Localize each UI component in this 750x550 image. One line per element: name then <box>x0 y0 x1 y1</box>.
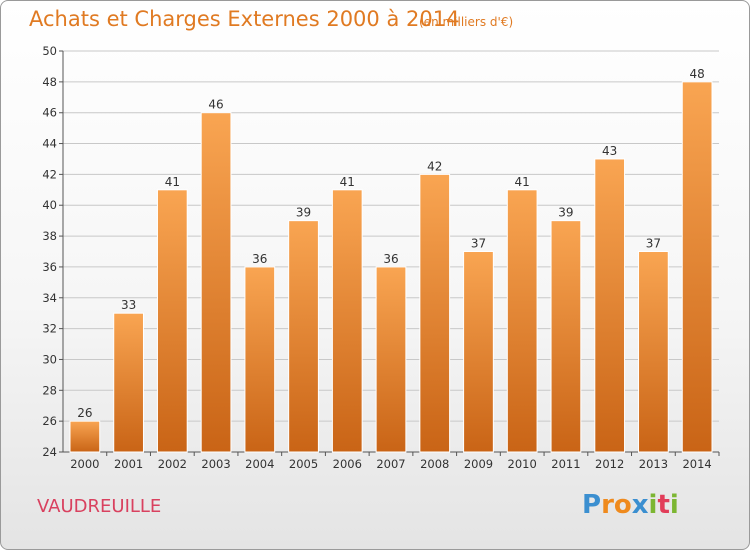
proxiti-logo: Proxiti <box>582 490 679 520</box>
x-tick-label-2013: 2013 <box>639 457 668 471</box>
x-tick-label-2011: 2011 <box>551 457 580 471</box>
y-tick-label: 42 <box>42 167 57 181</box>
x-tick-label-2006: 2006 <box>333 457 362 471</box>
y-tick-label: 28 <box>42 383 57 397</box>
bar-2014 <box>681 81 713 453</box>
y-tick-label: 30 <box>42 352 57 366</box>
data-label-2014: 48 <box>689 67 704 81</box>
data-label-2012: 43 <box>602 144 617 158</box>
bar-2007 <box>375 266 407 453</box>
data-label-2008: 42 <box>427 159 442 173</box>
bar-2003 <box>200 112 232 453</box>
x-tick-label-2000: 2000 <box>70 457 99 471</box>
data-label-2001: 33 <box>121 298 136 312</box>
y-tick-label: 26 <box>42 414 57 428</box>
bar-2011 <box>550 220 582 453</box>
logo-letter: i <box>669 490 679 520</box>
x-tick-label-2004: 2004 <box>245 457 274 471</box>
y-tick-label: 38 <box>42 229 57 243</box>
logo-letter: o <box>613 490 632 520</box>
x-tick-label-2003: 2003 <box>201 457 230 471</box>
y-tick-label: 50 <box>42 44 57 58</box>
x-tick-label-2008: 2008 <box>420 457 449 471</box>
logo-letter: x <box>631 490 649 520</box>
data-label-2000: 26 <box>77 406 92 420</box>
y-tick-label: 48 <box>42 75 57 89</box>
city-name: VAUDREUILLE <box>37 496 162 517</box>
data-label-2006: 41 <box>340 175 355 189</box>
bar-2008 <box>419 173 451 453</box>
logo-letter: t <box>657 490 670 520</box>
bar-2010 <box>506 189 538 453</box>
logo-letter: P <box>582 490 602 520</box>
y-tick-label: 44 <box>42 137 57 151</box>
chart-title: Achats et Charges Externes 2000 à 2014 <box>29 7 460 31</box>
x-tick-label-2009: 2009 <box>464 457 493 471</box>
bar-2004 <box>244 266 276 453</box>
bar-2006 <box>331 189 363 453</box>
data-label-2013: 37 <box>646 237 661 251</box>
x-tick-label-2014: 2014 <box>682 457 711 471</box>
bar-2005 <box>288 220 319 453</box>
y-tick-label: 24 <box>42 445 57 459</box>
x-tick-label-2005: 2005 <box>289 457 318 471</box>
data-label-2004: 36 <box>252 252 267 266</box>
data-label-2009: 37 <box>471 237 486 251</box>
bar-2001 <box>113 312 144 453</box>
data-label-2005: 39 <box>296 206 311 220</box>
bar-2012 <box>594 158 626 453</box>
y-tick-label: 40 <box>42 198 57 212</box>
y-tick-label: 46 <box>42 106 57 120</box>
y-tick-label: 36 <box>42 260 57 274</box>
bars <box>69 81 713 453</box>
bar-2000 <box>69 420 101 453</box>
data-label-2007: 36 <box>383 252 398 266</box>
x-tick-label-2001: 2001 <box>114 457 143 471</box>
data-label-2002: 41 <box>165 175 180 189</box>
logo-letter: r <box>601 490 614 520</box>
data-label-2011: 39 <box>558 206 573 220</box>
labels: 24 26 28 30 32 34 36 38 40 42 44 46 48 50 26 2000 33 2001… <box>42 44 711 471</box>
chart-subtitle: (en milliers d'€) <box>419 15 514 29</box>
data-label-2003: 46 <box>208 98 223 112</box>
data-label-2010: 41 <box>515 175 530 189</box>
x-tick-label-2012: 2012 <box>595 457 624 471</box>
x-tick-label-2007: 2007 <box>376 457 405 471</box>
logo-letter: i <box>648 490 658 520</box>
y-tick-label: 32 <box>42 322 57 336</box>
y-tick-label: 34 <box>42 291 57 305</box>
bar-2013 <box>638 251 669 453</box>
x-tick-label-2002: 2002 <box>158 457 187 471</box>
x-tick-label-2010: 2010 <box>508 457 537 471</box>
bar-2009 <box>463 251 494 453</box>
bar-2002 <box>156 189 188 453</box>
